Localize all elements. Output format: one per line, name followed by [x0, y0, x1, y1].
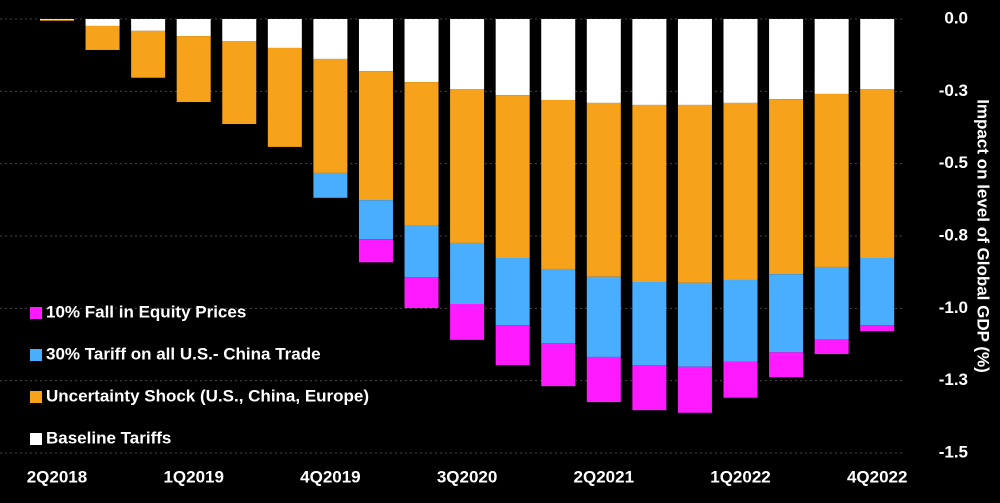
bar-segment	[176, 36, 211, 103]
legend-label: Baseline Tariffs	[46, 428, 171, 447]
y-tick-label: -0.8	[939, 225, 968, 244]
bar-segment	[586, 356, 621, 403]
bar-segment	[541, 268, 576, 344]
bar-segment	[222, 40, 257, 125]
legend-swatch	[30, 391, 42, 403]
bar-segment	[632, 19, 667, 105]
bar-segment	[586, 19, 621, 103]
bar-segment	[404, 277, 439, 309]
bar-segment	[85, 25, 120, 50]
bar-segment	[450, 303, 485, 340]
bar-segment	[358, 239, 393, 263]
bar-segment	[860, 19, 895, 90]
bar-segment	[313, 58, 348, 173]
bar-segment	[814, 339, 849, 355]
bar-segment	[450, 19, 485, 90]
bar-segment	[677, 19, 712, 105]
bar-segment	[313, 172, 348, 198]
bar-segment	[723, 102, 758, 280]
bar-segment	[495, 325, 530, 366]
bar-segment	[769, 274, 804, 353]
legend-label: 10% Fall in Equity Prices	[46, 302, 246, 321]
x-tick-label: 1Q2022	[710, 467, 771, 486]
bar-segment	[769, 99, 804, 275]
bar-segment	[495, 95, 530, 258]
legend-label: 30% Tariff on all U.S.- China Trade	[46, 344, 321, 363]
bar-segment	[495, 19, 530, 96]
x-tick-label: 4Q2022	[847, 467, 908, 486]
bar-segment	[860, 257, 895, 326]
bar-segment	[541, 343, 576, 387]
legend-label: Uncertainty Shock (U.S., China, Europe)	[46, 386, 369, 405]
x-tick-label: 1Q2019	[163, 467, 224, 486]
bar-segment	[358, 71, 393, 201]
bar-segment	[677, 282, 712, 367]
bar-segment	[267, 47, 302, 147]
legend-swatch	[30, 349, 42, 361]
bar-segment	[814, 93, 849, 267]
x-tick-label: 2Q2021	[574, 467, 635, 486]
bar-segment	[541, 100, 576, 269]
bar-segment	[131, 19, 166, 31]
bar-segment	[814, 19, 849, 94]
y-tick-label: -0.5	[939, 153, 968, 172]
bar-segment	[723, 279, 758, 362]
bar-segment	[404, 225, 439, 278]
bar-segment	[814, 266, 849, 340]
bar-segment	[769, 352, 804, 378]
bar-segment	[769, 19, 804, 100]
bar-segment	[39, 19, 74, 20]
bar-segment	[723, 19, 758, 103]
bar-segment	[358, 19, 393, 72]
bar-segment	[85, 19, 120, 26]
bar-segment	[222, 19, 257, 41]
x-tick-label: 2Q2018	[27, 467, 88, 486]
bar-segment	[677, 104, 712, 283]
bar-segment	[677, 366, 712, 413]
bar-segment	[495, 257, 530, 326]
y-tick-label: -1.5	[939, 442, 968, 461]
bar-segment	[860, 89, 895, 258]
bar-segment	[632, 282, 667, 366]
bar-segment	[632, 365, 667, 411]
x-tick-label: 3Q2020	[437, 467, 498, 486]
bar-segment	[176, 19, 211, 37]
bar-segment	[131, 30, 166, 78]
bar-segment	[358, 200, 393, 240]
bar-segment	[404, 19, 439, 83]
y-tick-label: -0.3	[939, 81, 968, 100]
bar-segment	[450, 89, 485, 243]
y-tick-label: 0.0	[944, 8, 968, 27]
bar-segment	[267, 19, 302, 48]
x-tick-label: 4Q2019	[300, 467, 361, 486]
legend-swatch	[30, 433, 42, 445]
bar-segment	[313, 19, 348, 59]
bar-segment	[632, 104, 667, 283]
bar-segment	[450, 242, 485, 304]
legend-swatch	[30, 307, 42, 319]
bar-segment	[404, 82, 439, 226]
y-axis-label: Impact on level of Global GDP (%)	[974, 99, 993, 373]
y-tick-label: -1.0	[939, 298, 968, 317]
bar-segment	[586, 102, 621, 277]
bar-segment	[39, 19, 74, 21]
bar-segment	[723, 361, 758, 398]
bar-segment	[860, 325, 895, 332]
y-tick-label: -1.3	[939, 370, 968, 389]
bar-segment	[541, 19, 576, 101]
bar-segment	[586, 276, 621, 357]
